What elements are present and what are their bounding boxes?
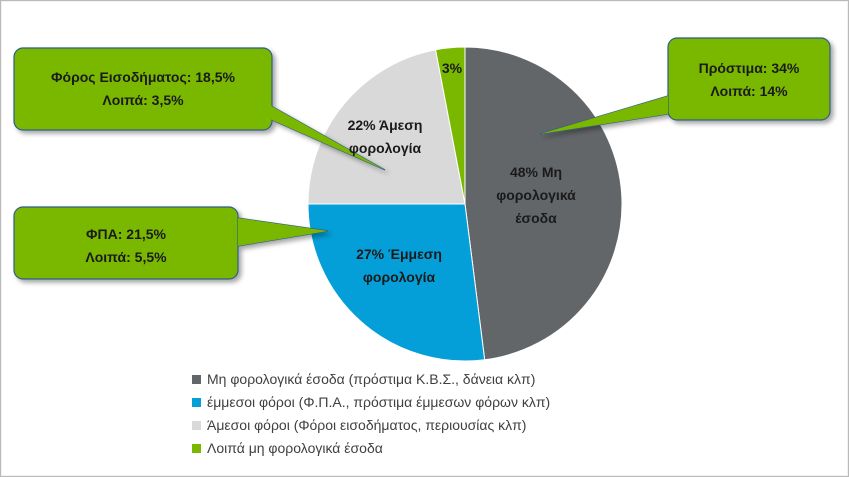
slice-label-indirect-tax: 27% Έμμεση φορολογία <box>356 246 442 285</box>
legend-swatch-indirect-tax <box>192 397 201 407</box>
legend-swatch-direct-tax <box>192 420 201 430</box>
callout-fines-box <box>667 37 831 121</box>
callout-vat-text: ΦΠΑ: 21,5% Λοιπά: 5,5% <box>85 226 167 265</box>
slice-label-direct-tax: 22% Άμεση φορολογία <box>347 117 423 156</box>
legend-swatch-other <box>192 443 201 453</box>
callout-fines-text: Πρόστιμα: 34% Λοιπά: 14% <box>698 60 800 99</box>
callout-income-tax-pointer-fill <box>250 94 385 170</box>
legend-item-non-tax: Μη φορολογικά έσοδα (πρόστιμα Κ.Β.Σ., δά… <box>192 368 535 390</box>
chart-legend: Μη φορολογικά έσοδα (πρόστιμα Κ.Β.Σ., δά… <box>36 364 813 464</box>
legend-label: Μη φορολογικά έσοδα (πρόστιμα Κ.Β.Σ., δά… <box>207 371 536 387</box>
slice-label-other: 3% <box>441 60 463 76</box>
callout-income-tax-box <box>13 47 273 131</box>
legend-label: Λοιπά μη φορολογικά έσοδα <box>207 440 383 456</box>
callouts <box>13 37 831 280</box>
callout-income-tax-text: Φόρος Εισοδήματος: 18,5% Λοιπά: 3,5% <box>51 69 235 108</box>
legend-swatch-non-tax <box>192 374 201 384</box>
legend-item-indirect-tax: έμμεσοι φόροι (Φ.Π.Α., πρόστιμα έμμεσων … <box>192 391 550 413</box>
slice-other <box>434 46 466 205</box>
callout-vat <box>13 206 329 280</box>
callout-income-tax <box>13 47 386 171</box>
legend-item-direct-tax: Άμεσοι φόροι (Φόροι εισοδήματος, περιουσ… <box>192 414 526 436</box>
legend-label: έμμεσοι φόροι (Φ.Π.Α., πρόστιμα έμμεσων … <box>207 394 551 410</box>
callout-fines <box>539 37 831 135</box>
legend-label: Άμεσοι φόροι (Φόροι εισοδήματος, περιουσ… <box>207 417 527 433</box>
legend-item-other: Λοιπά μη φορολογικά έσοδα <box>192 437 383 459</box>
callout-fines-pointer-fill <box>540 96 668 134</box>
slice-direct-tax <box>307 49 466 205</box>
slice-indirect-tax <box>307 203 486 362</box>
callout-vat-pointer-fill <box>238 218 328 246</box>
slice-label-non-tax: 48% Μη φορολογικά έσοδα <box>496 164 576 226</box>
